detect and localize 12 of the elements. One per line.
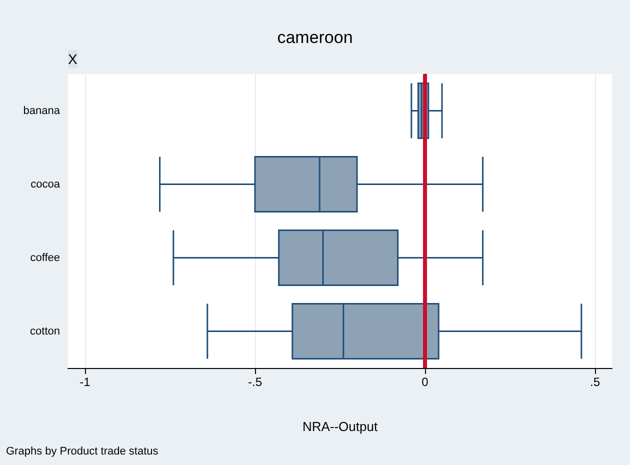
y-tick-label: cocoa bbox=[30, 178, 61, 190]
chart-subtitle: X bbox=[68, 51, 78, 67]
x-tick-label: .5 bbox=[590, 375, 600, 389]
chart-title: cameroon bbox=[277, 28, 353, 47]
text: Graphs by Product trade status bbox=[6, 446, 159, 458]
y-tick-label: coffee bbox=[30, 252, 60, 264]
x-tick-label: -.5 bbox=[248, 375, 262, 389]
x-tick-label: -1 bbox=[80, 375, 91, 389]
x-axis-title: NRA--Output bbox=[302, 419, 378, 434]
y-tick-label: banana bbox=[23, 104, 61, 117]
x-tick-label: 0 bbox=[422, 375, 429, 389]
y-tick-label: cotton bbox=[30, 325, 60, 338]
